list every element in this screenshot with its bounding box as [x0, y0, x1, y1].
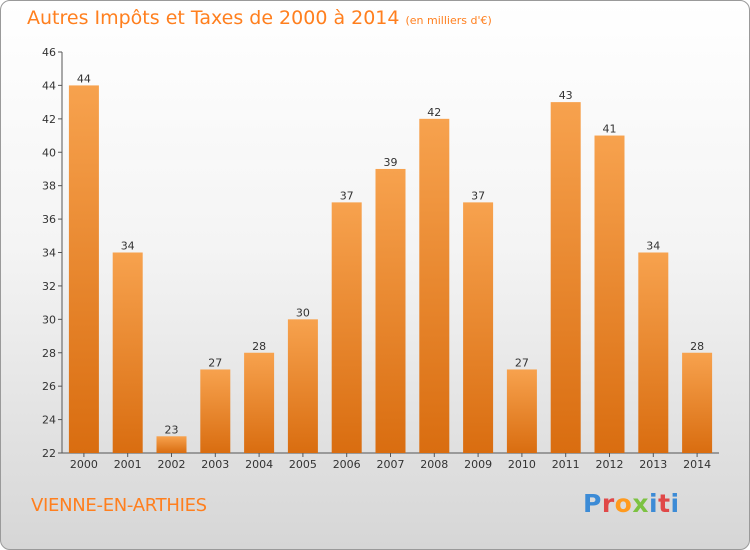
commune-name: VIENNE-EN-ARTHIES — [31, 495, 207, 516]
bar-value-label: 23 — [165, 423, 179, 436]
bar-value-label: 37 — [471, 189, 485, 202]
bar-value-label: 28 — [252, 340, 266, 353]
x-tick-label: 2014 — [683, 458, 711, 471]
bar — [244, 352, 275, 453]
x-tick-label: 2005 — [289, 458, 317, 471]
bar-value-label: 37 — [340, 189, 354, 202]
bar — [287, 319, 318, 453]
y-tick-label: 44 — [42, 79, 56, 92]
y-tick-label: 36 — [42, 213, 56, 226]
bar-value-label: 34 — [646, 240, 660, 253]
y-tick-label: 28 — [42, 347, 56, 360]
x-tick-label: 2003 — [201, 458, 229, 471]
bar — [419, 118, 450, 453]
bar-value-label: 43 — [559, 89, 573, 102]
x-tick-label: 2013 — [639, 458, 667, 471]
y-tick-label: 24 — [42, 414, 56, 427]
bar — [375, 168, 406, 454]
bar-value-label: 28 — [690, 340, 704, 353]
y-tick-label: 42 — [42, 113, 56, 126]
bar-value-label: 41 — [603, 123, 617, 136]
x-tick-label: 2011 — [552, 458, 580, 471]
bar — [112, 252, 143, 453]
x-tick-label: 2009 — [464, 458, 492, 471]
bar — [550, 102, 581, 453]
y-tick-label: 22 — [42, 447, 56, 460]
x-tick-label: 2006 — [333, 458, 361, 471]
x-tick-label: 2010 — [508, 458, 536, 471]
bar-value-label: 30 — [296, 306, 310, 319]
x-tick-label: 2012 — [596, 458, 624, 471]
x-tick-label: 2004 — [245, 458, 273, 471]
chart-title: Autres Impôts et Taxes de 2000 à 2014 (en… — [27, 7, 492, 29]
bar-value-label: 39 — [384, 156, 398, 169]
y-tick-label: 34 — [42, 247, 56, 260]
bar — [506, 369, 537, 453]
bar — [682, 352, 713, 453]
y-tick-label: 26 — [42, 380, 56, 393]
bar — [594, 135, 625, 453]
bar — [463, 202, 494, 453]
unit-label: (en milliers d'€) — [405, 14, 492, 27]
bar-value-label: 34 — [121, 240, 135, 253]
x-tick-label: 2008 — [420, 458, 448, 471]
bar — [638, 252, 669, 453]
y-tick-label: 38 — [42, 180, 56, 193]
bar-value-label: 42 — [427, 106, 441, 119]
y-tick-label: 30 — [42, 313, 56, 326]
bar — [200, 369, 231, 453]
x-tick-label: 2001 — [114, 458, 142, 471]
bar — [331, 202, 362, 453]
title-text: Autres Impôts et Taxes de 2000 à 2014 — [27, 7, 400, 29]
bar-value-label: 44 — [77, 72, 91, 85]
bar-value-label: 27 — [208, 356, 222, 369]
x-tick-label: 2000 — [70, 458, 98, 471]
y-tick-label: 46 — [42, 46, 56, 59]
bar — [68, 85, 99, 454]
y-tick-label: 32 — [42, 280, 56, 293]
x-tick-label: 2007 — [377, 458, 405, 471]
bar-value-label: 27 — [515, 356, 529, 369]
y-tick-label: 40 — [42, 146, 56, 159]
x-tick-label: 2002 — [158, 458, 186, 471]
proxiti-logo: Proxiti — [583, 489, 680, 518]
bar — [156, 436, 187, 453]
